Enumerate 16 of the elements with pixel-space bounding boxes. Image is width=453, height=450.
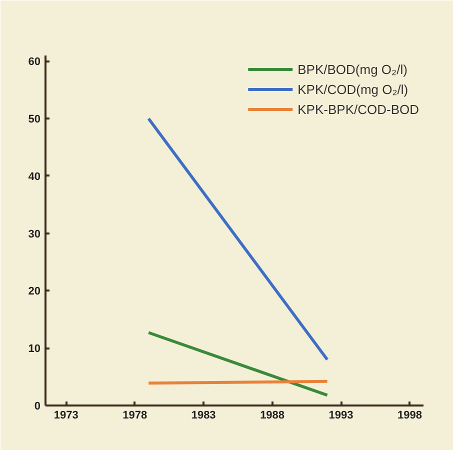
y-tick-label: 20 bbox=[28, 286, 41, 298]
legend-label: BPK/BOD(mg O₂/l) bbox=[298, 62, 408, 76]
x-tick-label: 1998 bbox=[398, 410, 422, 422]
y-tick-label: 10 bbox=[28, 343, 41, 356]
legend-label: KPK/COD(mg O₂/l) bbox=[298, 82, 408, 96]
x-tick-label: 1978 bbox=[122, 410, 148, 422]
x-tick-label: 1973 bbox=[54, 410, 78, 422]
y-tick-label: 40 bbox=[28, 170, 41, 183]
x-tick-label: 1993 bbox=[328, 410, 354, 422]
x-tick-label: 1988 bbox=[260, 410, 285, 422]
y-tick-label: 60 bbox=[28, 56, 41, 68]
y-tick-label: 0 bbox=[34, 400, 41, 412]
y-tick-label: 30 bbox=[28, 228, 41, 240]
legend-label: KPK-BPK/COD-BOD bbox=[298, 102, 419, 116]
x-tick-label: 1983 bbox=[191, 410, 216, 422]
y-tick-label: 50 bbox=[28, 114, 41, 126]
